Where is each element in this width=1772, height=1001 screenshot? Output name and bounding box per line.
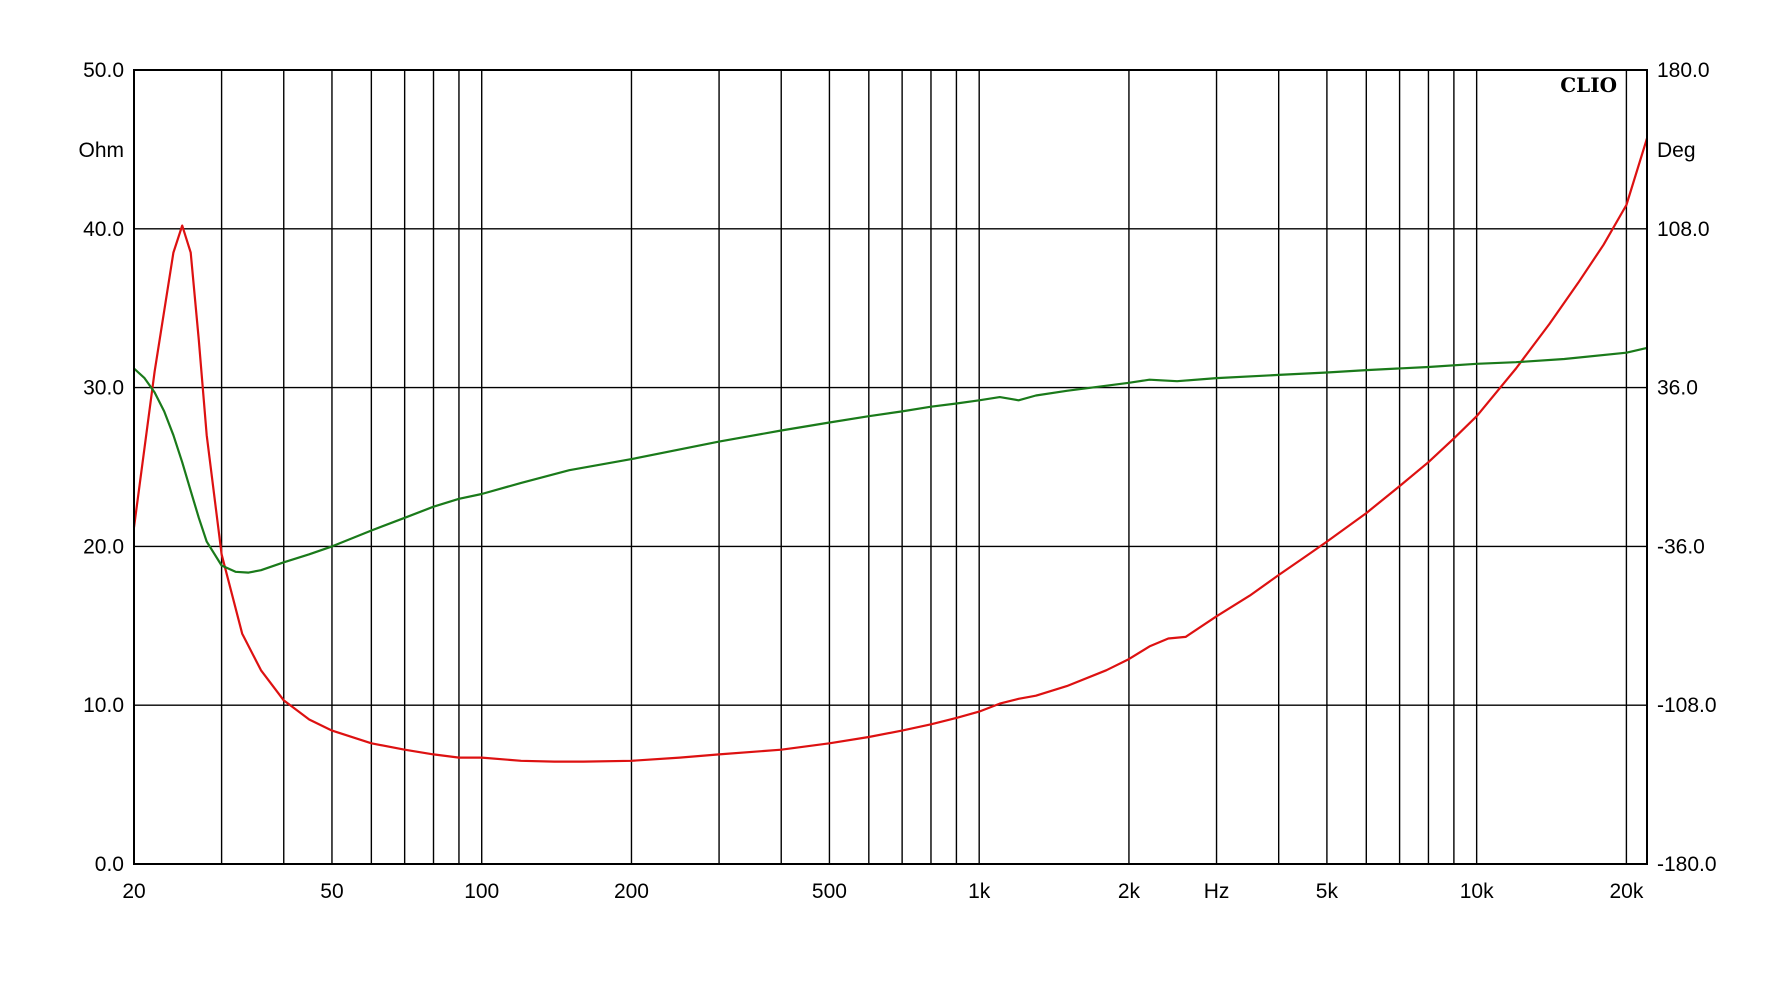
x-tick-label: 5k (1316, 880, 1339, 903)
y-right-tick-label: 36.0 (1657, 377, 1698, 400)
x-tick-label: 10k (1460, 880, 1494, 903)
x-tick-label: 20 (122, 880, 145, 903)
y-left-tick-label: 20.0 (83, 535, 124, 558)
y-left-axis-label: Ohm (78, 139, 124, 162)
y-right-tick-label: -180.0 (1657, 853, 1717, 876)
series-line-red (132, 137, 1649, 763)
brand-label: CLIO (1560, 73, 1617, 97)
x-tick-label: 100 (464, 880, 499, 903)
x-tick-label: 20k (1609, 880, 1643, 903)
x-tick-label: 500 (812, 880, 847, 903)
x-tick-label: 2k (1118, 880, 1141, 903)
y-right-tick-label: 180.0 (1657, 59, 1710, 82)
y-left-tick-label: 30.0 (83, 377, 124, 400)
x-axis-unit-label: Hz (1204, 880, 1230, 903)
labels: 20 50 100 200 500 1k 2k 5k 10k 20k 0.0 10.0 20.0 30.0… (83, 59, 1716, 903)
x-tick-label: 1k (968, 880, 991, 903)
y-left-tick-label: 40.0 (83, 218, 124, 241)
y-right-tick-label: 108.0 (1657, 218, 1710, 241)
y-right-tick-label: -36.0 (1657, 535, 1705, 558)
y-left-tick-label: 0.0 (95, 853, 124, 876)
series-layer (132, 137, 1649, 763)
y-left-tick-label: 10.0 (83, 694, 124, 717)
y-right-axis-label: Deg (1657, 139, 1696, 162)
x-tick-label: 50 (320, 880, 343, 903)
x-tick-label: 200 (614, 880, 649, 903)
series-line-green (133, 346, 1648, 574)
y-right-tick-label: -108.0 (1657, 694, 1717, 717)
y-left-tick-label: 50.0 (83, 59, 124, 82)
plot-frame (133, 69, 1648, 865)
